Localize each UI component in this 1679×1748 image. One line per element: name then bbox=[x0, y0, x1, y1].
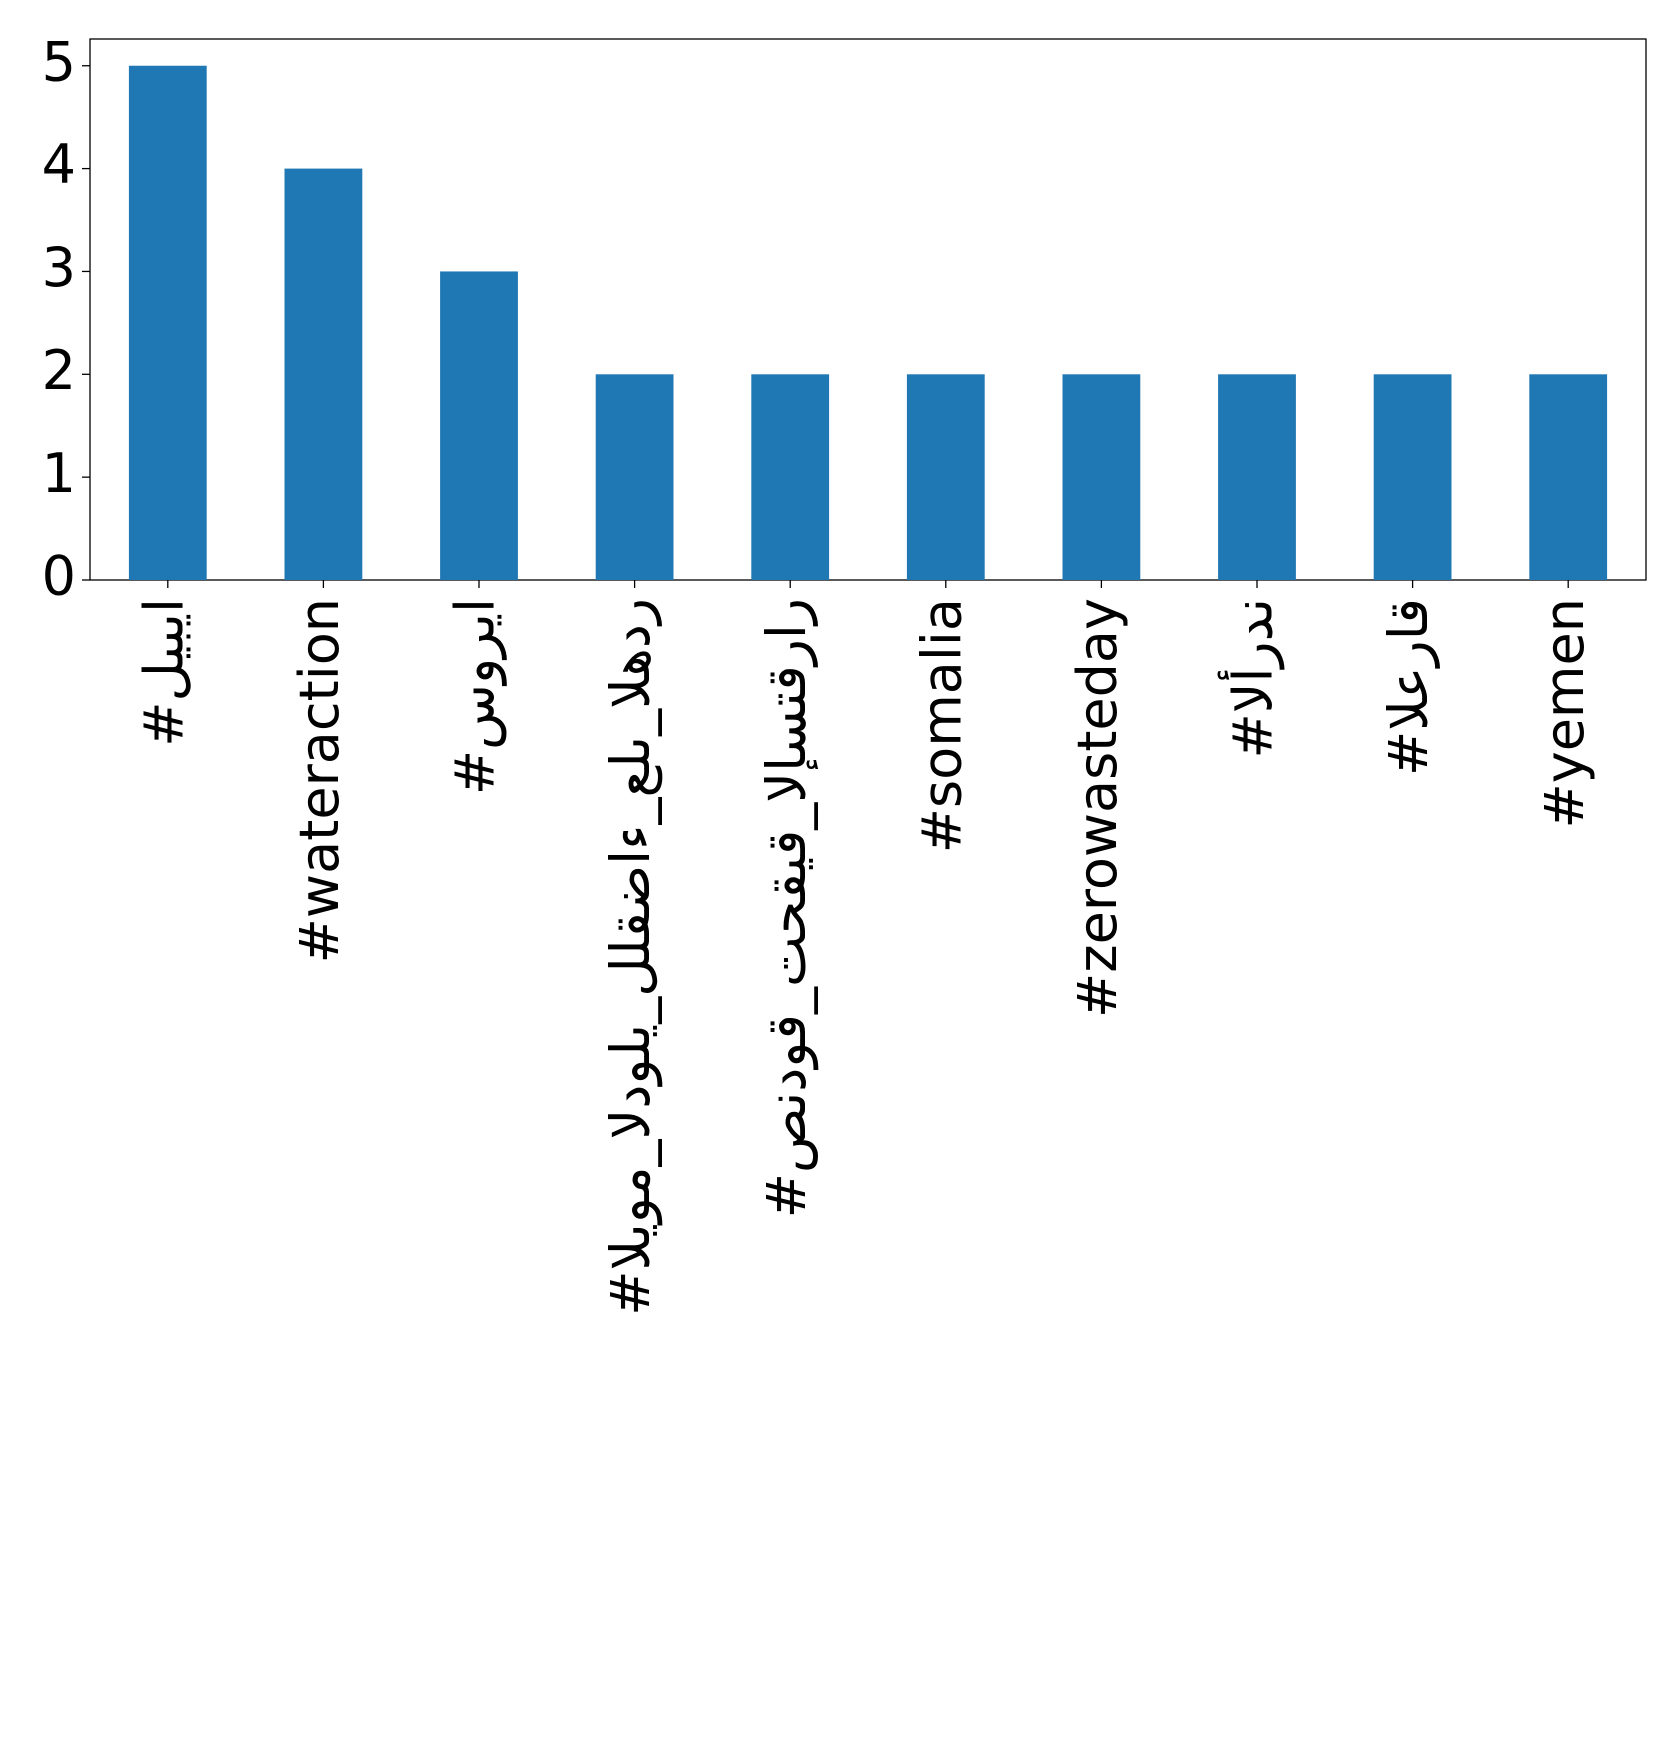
bar bbox=[906, 374, 985, 580]
y-tick-label: 1 bbox=[42, 442, 76, 505]
bar bbox=[440, 271, 518, 580]
bar bbox=[751, 374, 830, 580]
y-tick-label: 3 bbox=[42, 236, 76, 299]
x-tick-label: #صندوق_تحقيق_الإستقرار bbox=[755, 598, 818, 1218]
plot-frame bbox=[89, 38, 1647, 581]
x-tick-label: #اليوم_الدولي_للقضاء_على_الهدر bbox=[599, 598, 663, 1316]
x-tick-label: #سوريا bbox=[444, 598, 507, 795]
bar bbox=[1062, 374, 1141, 580]
bar bbox=[284, 168, 363, 581]
x-tick-label: #ليبيا bbox=[132, 598, 195, 747]
y-tick-label: 5 bbox=[42, 30, 76, 93]
x-tick-label: #yemen bbox=[1533, 598, 1596, 828]
y-tick-label: 4 bbox=[42, 133, 76, 196]
x-tick-label: #العراق bbox=[1377, 598, 1440, 776]
y-tick-label: 0 bbox=[42, 545, 76, 608]
x-tick-label: #somalia bbox=[910, 598, 973, 853]
bar bbox=[128, 65, 207, 580]
x-tick-label: #wateraction bbox=[288, 598, 351, 963]
x-tick-label: #zerowasteday bbox=[1066, 598, 1129, 1018]
bar bbox=[1373, 374, 1452, 580]
x-tick-label: #الأردن bbox=[1218, 598, 1285, 759]
y-tick-label: 2 bbox=[42, 339, 76, 402]
bar bbox=[595, 374, 674, 580]
bar bbox=[1529, 374, 1608, 580]
bar bbox=[1218, 374, 1296, 580]
